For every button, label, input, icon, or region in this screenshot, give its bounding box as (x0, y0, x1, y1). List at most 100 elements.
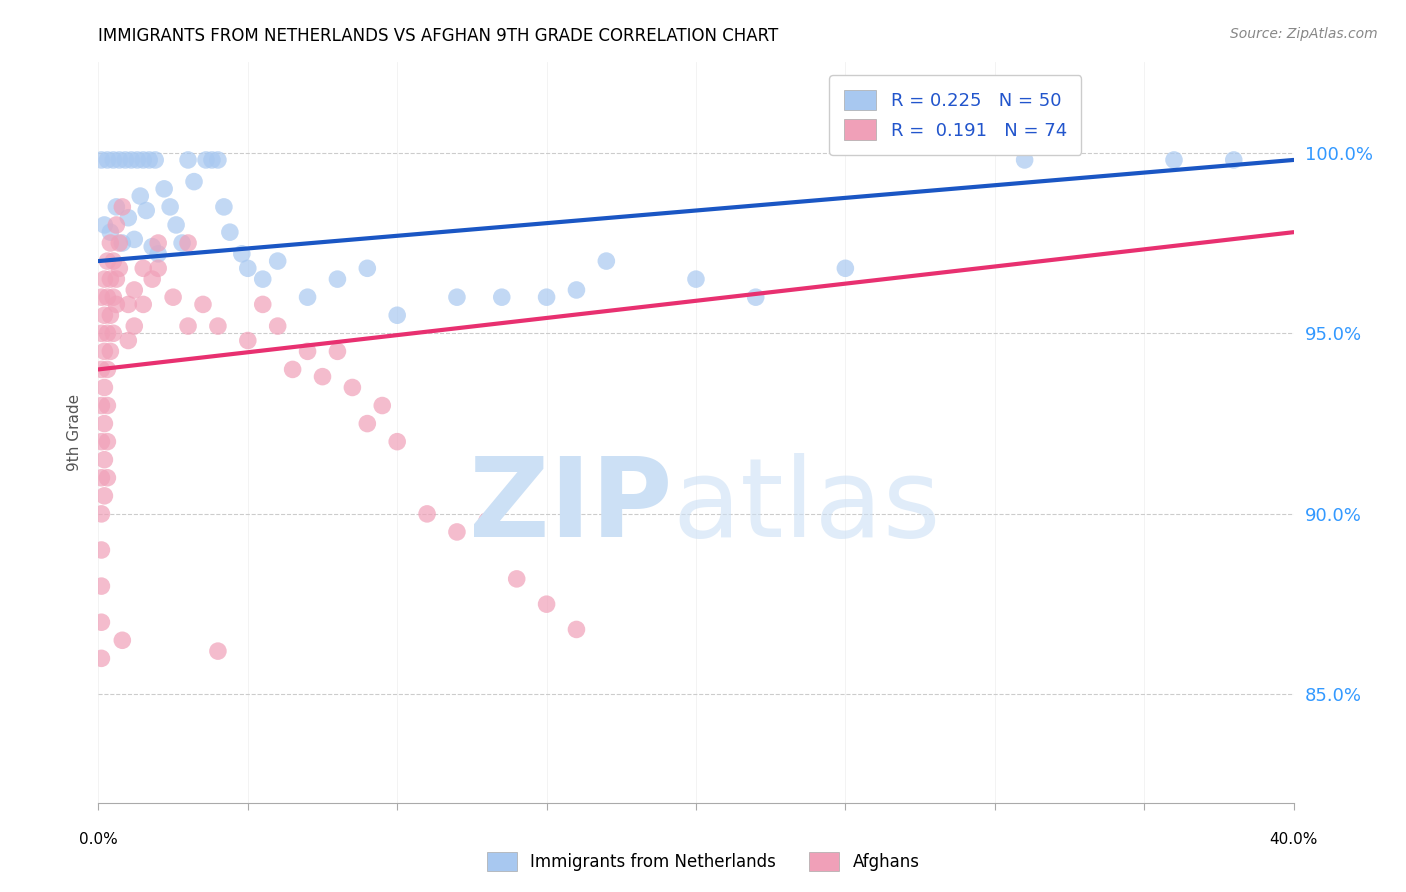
Point (127, 153, 149, 167)
Point (111, 633, 134, 648)
Text: 0.0%: 0.0% (79, 831, 118, 847)
Point (96, 254, 118, 268)
Point (595, 254, 617, 268)
Point (385, 308, 409, 322)
Point (475, 514, 498, 528)
Point (105, 297, 128, 311)
Point (111, 200, 134, 214)
Point (114, 153, 136, 167)
Point (96, 434, 118, 449)
Point (446, 290, 468, 304)
Point (98, 344, 122, 359)
Text: atlas: atlas (672, 453, 941, 560)
Point (117, 211, 139, 225)
Point (103, 326, 125, 341)
Point (536, 290, 558, 304)
Point (93, 272, 115, 286)
Point (385, 434, 409, 449)
Point (165, 218, 187, 232)
Point (446, 524, 468, 539)
Point (371, 399, 394, 413)
Point (231, 247, 253, 261)
Point (129, 189, 152, 203)
Point (267, 254, 290, 268)
Point (506, 572, 529, 586)
Point (96, 290, 118, 304)
Point (90, 507, 112, 521)
Point (297, 344, 319, 359)
Text: IMMIGRANTS FROM NETHERLANDS VS AFGHAN 9TH GRADE CORRELATION CHART: IMMIGRANTS FROM NETHERLANDS VS AFGHAN 9T… (98, 27, 779, 45)
Point (207, 644, 229, 658)
Point (93, 344, 115, 359)
Point (148, 247, 170, 261)
Text: Source: ZipAtlas.com: Source: ZipAtlas.com (1230, 27, 1378, 41)
Point (138, 153, 160, 167)
Point (191, 297, 214, 311)
Point (90, 290, 112, 304)
Point (135, 203, 157, 218)
Point (90, 153, 112, 167)
Point (96, 326, 118, 341)
Point (162, 290, 184, 304)
Point (565, 283, 588, 297)
Point (90, 579, 112, 593)
Text: ZIP: ZIP (468, 453, 672, 560)
Point (141, 239, 163, 253)
Y-axis label: 9th Grade: 9th Grade (66, 394, 82, 471)
Point (195, 153, 218, 167)
Point (491, 290, 513, 304)
Point (153, 182, 176, 196)
Point (96, 471, 118, 485)
Point (183, 175, 205, 189)
Point (117, 297, 139, 311)
Point (207, 319, 229, 334)
Point (132, 297, 155, 311)
Point (120, 153, 142, 167)
Point (93, 489, 115, 503)
Point (98, 235, 122, 250)
Point (416, 507, 439, 521)
Point (356, 417, 378, 431)
Point (219, 225, 242, 239)
Point (281, 362, 304, 376)
Point (172, 235, 194, 250)
Point (98, 225, 122, 239)
Legend: Immigrants from Netherlands, Afghans: Immigrants from Netherlands, Afghans (478, 843, 928, 880)
Point (834, 261, 856, 276)
Point (124, 232, 146, 246)
Point (148, 261, 170, 276)
Point (143, 153, 166, 167)
Point (236, 261, 259, 276)
Point (93, 308, 115, 322)
Point (98, 272, 122, 286)
Point (177, 319, 200, 334)
Point (177, 153, 200, 167)
Point (1223, 153, 1246, 167)
Legend: R = 0.225   N = 50, R =  0.191   N = 74: R = 0.225 N = 50, R = 0.191 N = 74 (830, 75, 1081, 155)
Point (252, 297, 274, 311)
Point (132, 153, 155, 167)
Point (103, 153, 125, 167)
Point (236, 334, 259, 348)
Point (111, 235, 134, 250)
Point (103, 290, 125, 304)
Point (108, 261, 131, 276)
Point (96, 399, 118, 413)
Point (356, 261, 378, 276)
Point (117, 334, 139, 348)
Point (1014, 153, 1036, 167)
Point (201, 153, 224, 167)
Point (90, 434, 112, 449)
Point (685, 272, 707, 286)
Point (148, 235, 170, 250)
Point (90, 471, 112, 485)
Point (108, 235, 131, 250)
Point (90, 651, 112, 665)
Point (141, 272, 163, 286)
Point (252, 272, 274, 286)
Point (326, 272, 349, 286)
Point (103, 254, 125, 268)
Point (90, 399, 112, 413)
Point (326, 344, 349, 359)
Point (267, 319, 290, 334)
